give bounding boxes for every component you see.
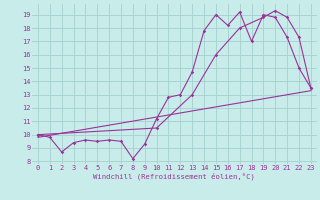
X-axis label: Windchill (Refroidissement éolien,°C): Windchill (Refroidissement éolien,°C) (93, 173, 255, 180)
